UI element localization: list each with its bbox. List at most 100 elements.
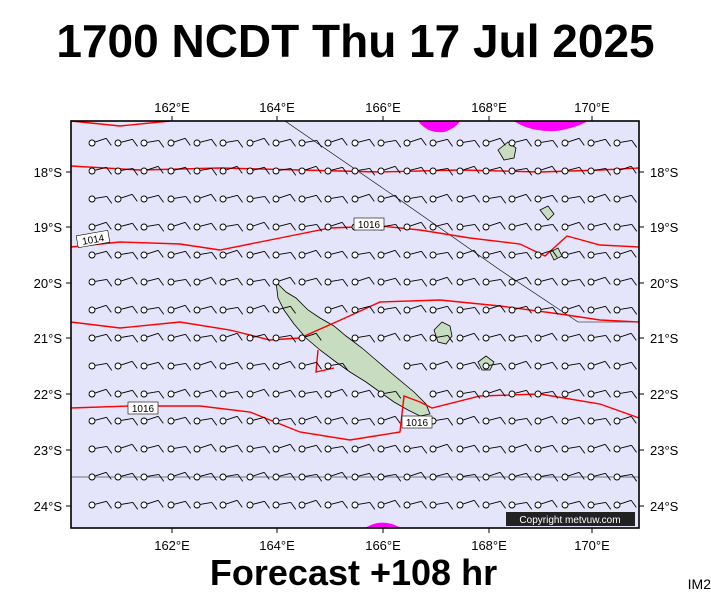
wind-barb (88, 445, 113, 454)
wind-barb (508, 417, 533, 426)
barb-feather (605, 306, 611, 314)
barb-feather (473, 166, 480, 174)
barb-staff (225, 499, 238, 505)
barb-staff (252, 471, 265, 477)
barb-staff (146, 306, 159, 310)
wind-barb (561, 304, 585, 314)
barb-staff (304, 361, 317, 366)
station-circle (246, 390, 254, 398)
station-circle (246, 306, 254, 314)
barb-feather (316, 445, 322, 453)
wind-barb (298, 415, 322, 425)
station-circle (298, 362, 306, 370)
wind-barb (114, 501, 139, 510)
station-circle (246, 417, 254, 425)
station-circle (377, 334, 385, 342)
wind-barb (561, 471, 585, 481)
barb-feather (394, 333, 401, 341)
barb-staff (252, 137, 265, 143)
barb-feather (342, 501, 348, 509)
barb-feather (447, 252, 454, 260)
barb-staff (593, 472, 606, 477)
barb-feather (630, 250, 637, 258)
station-circle (534, 390, 542, 398)
lat-label: 24°S (650, 499, 679, 514)
station-circle (219, 445, 227, 453)
barb-staff (435, 276, 448, 282)
barb-staff (146, 194, 159, 199)
wind-barb (508, 251, 533, 260)
axis-ticks (66, 116, 644, 533)
lat-labels-right: 18°S 19°S 20°S 21°S 22°S 23°S 24°S (650, 165, 679, 514)
barb-staff (278, 334, 291, 338)
wind-barb (324, 250, 348, 259)
wind-barb (298, 361, 322, 370)
barb-feather (211, 252, 218, 260)
wind-barb (88, 471, 112, 481)
barb-feather (551, 416, 558, 424)
wind-barb (193, 389, 217, 398)
barb-feather (211, 502, 218, 510)
barb-staff (540, 473, 553, 477)
barb-feather (290, 306, 296, 314)
wind-barb (114, 222, 138, 231)
map-title: 1700 NCDT Thu 17 Jul 2025 (56, 15, 655, 67)
wind-barb (167, 416, 191, 425)
barb-staff (435, 167, 448, 171)
station-circle (272, 223, 280, 231)
isobar-label-1016: 1016 (353, 217, 385, 231)
barb-staff (619, 165, 632, 171)
lon-labels-top: 162°E 164°E 166°E 168°E 170°E (154, 100, 610, 115)
barb-feather (630, 416, 637, 424)
wind-barb (219, 277, 243, 286)
barb-staff (488, 195, 501, 199)
wind-barb (429, 389, 453, 398)
station-circle (324, 501, 332, 509)
barb-feather (605, 252, 612, 260)
wind-barb (403, 333, 427, 342)
barb-feather (394, 500, 401, 508)
station-circle (482, 251, 490, 259)
wind-barb (377, 249, 401, 259)
barb-staff (94, 278, 107, 282)
wind-barb (272, 389, 296, 398)
wind-barb (324, 304, 348, 314)
wind-barb (534, 473, 559, 482)
barb-feather (341, 389, 348, 397)
barb-feather (500, 279, 507, 287)
wind-barb (219, 361, 243, 370)
barb-feather (106, 446, 113, 454)
barb-feather (264, 334, 270, 342)
station-circle (587, 445, 595, 453)
barb-staff (304, 194, 317, 199)
barb-staff (488, 221, 501, 227)
station-circle (324, 223, 332, 231)
barb-feather (369, 418, 376, 426)
barb-staff (540, 332, 553, 338)
wind-barb (272, 501, 297, 510)
forecast-label: Forecast +108 hr (0, 552, 711, 594)
wind-barb (613, 415, 637, 425)
station-circle (246, 501, 254, 509)
station-circle (114, 167, 122, 175)
barb-staff (567, 166, 580, 171)
barb-feather (211, 473, 217, 481)
barb-feather (289, 361, 296, 369)
wind-barb (561, 278, 586, 287)
barb-staff (199, 222, 212, 227)
wind-barb (482, 388, 506, 398)
wind-barb (429, 472, 453, 481)
station-circle (272, 390, 280, 398)
barb-staff (225, 390, 238, 394)
wind-barb (193, 443, 217, 453)
station-circle (587, 390, 595, 398)
barb-staff (330, 388, 343, 394)
barb-feather (316, 195, 322, 203)
wind-barb (167, 471, 191, 481)
wind-barb (88, 388, 112, 398)
barb-feather (368, 444, 375, 452)
station-circle (482, 445, 490, 453)
barb-staff (540, 277, 553, 282)
barb-feather (316, 362, 322, 370)
